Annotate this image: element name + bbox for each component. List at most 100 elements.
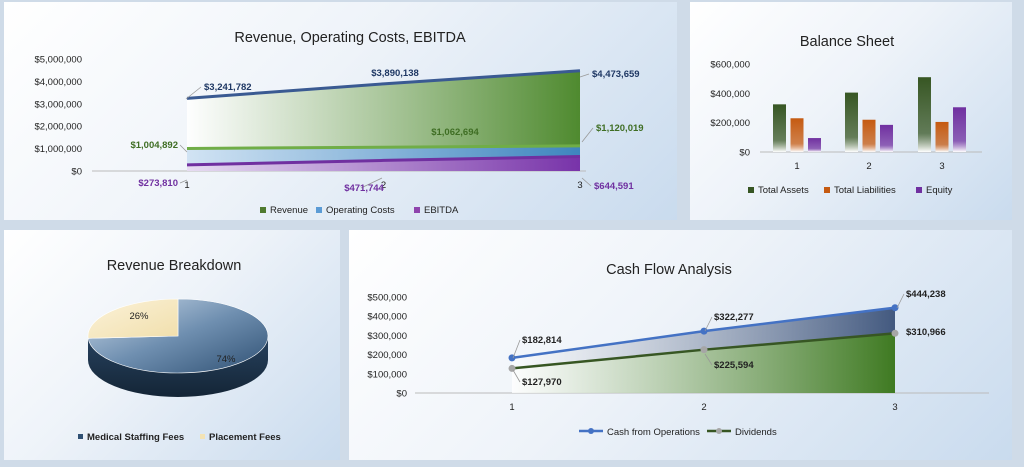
chart-title: Revenue, Operating Costs, EBITDA: [234, 30, 466, 46]
legend-label: Equity: [926, 185, 953, 196]
x-tick-label: 1: [794, 161, 799, 172]
x-tick-label: 3: [939, 161, 944, 172]
x-tick-label: 2: [866, 161, 871, 172]
legend-label: Total Liabilities: [834, 185, 896, 196]
data-label: $1,004,892: [130, 140, 178, 151]
bar-total-liabilities: [862, 119, 876, 152]
bar-total-assets: [845, 92, 858, 152]
pie-data-label: 74%: [216, 354, 236, 365]
data-point: [891, 304, 899, 312]
bar-equity: [808, 138, 821, 152]
legend-label: Placement Fees: [209, 432, 281, 443]
leader-line: [179, 179, 188, 184]
legend-swatch: [78, 434, 83, 439]
x-tick-label: 3: [577, 180, 582, 191]
data-label: $4,473,659: [592, 69, 640, 80]
y-tick-label: $0: [396, 389, 407, 400]
leader-line: [579, 73, 590, 78]
y-tick-label: $200,000: [367, 350, 407, 361]
revenue-breakdown-chart: Revenue Breakdown 74% 26% Medical Staffing …: [78, 258, 281, 443]
legend-label: Medical Staffing Fees: [87, 432, 184, 443]
data-point: [508, 354, 516, 362]
data-label: $310,966: [906, 327, 946, 338]
leader-line: [896, 293, 905, 309]
legend-swatch: [748, 187, 754, 193]
legend-label: Operating Costs: [326, 205, 395, 216]
data-point: [700, 346, 708, 354]
y-tick-label: $400,000: [367, 312, 407, 323]
leader-line: [185, 86, 202, 100]
x-tick-label: 1: [184, 180, 189, 191]
data-label: $444,238: [906, 289, 946, 300]
data-label: $182,814: [522, 335, 562, 346]
pie-data-label: 26%: [129, 311, 149, 322]
data-label: $322,277: [714, 312, 754, 323]
leader-line: [360, 177, 383, 189]
pie-side-wall: [88, 336, 268, 397]
bar-equity: [880, 124, 893, 152]
leader-line: [581, 127, 594, 143]
data-label: $471,744: [344, 183, 384, 194]
revenue-chart-panel: Revenue, Operating Costs, EBITDA $0 $1,000…: [4, 2, 677, 220]
data-label: $225,594: [714, 360, 754, 371]
balance-sheet-chart: Balance Sheet $0 $200,000 $400,000 $600,000 1…: [710, 34, 982, 196]
x-tick-label: 2: [701, 402, 706, 413]
legend-label: Total Assets: [758, 185, 809, 196]
chart-title: Revenue Breakdown: [107, 258, 242, 274]
data-label: $1,062,694: [431, 127, 479, 138]
data-label: $1,120,019: [596, 123, 644, 134]
y-tick-label: $4,000,000: [34, 77, 82, 88]
bar-total-assets: [918, 77, 931, 152]
cash-ops-area: [512, 307, 895, 369]
legend-marker: [588, 428, 594, 434]
line-revenue: [186, 69, 581, 100]
y-tick-label: $1,000,000: [34, 144, 82, 155]
legend-label: EBITDA: [424, 205, 459, 216]
bar-total-liabilities: [935, 121, 949, 152]
pie-slice-placement-fees: [87, 298, 179, 339]
chart-title: Cash Flow Analysis: [606, 262, 732, 278]
y-tick-label: $0: [739, 148, 750, 159]
leader-line: [512, 339, 521, 359]
data-point: [508, 364, 516, 372]
dividends-area: [512, 333, 895, 393]
cash-flow-chart: Cash Flow Analysis $0 $100,000 $200,000 $300…: [367, 262, 989, 438]
legend-swatch: [316, 207, 322, 213]
x-tick-label: 1: [509, 402, 514, 413]
balance-sheet-panel: Balance Sheet $0 $200,000 $400,000 $600,000 1…: [690, 2, 1012, 220]
data-label: $3,890,138: [371, 68, 419, 79]
leader-line: [704, 316, 713, 332]
bar-total-liabilities: [790, 118, 804, 152]
bar-equity: [953, 107, 966, 152]
legend-swatch: [260, 207, 266, 213]
legend-marker: [716, 428, 722, 434]
revenue-breakdown-panel: Revenue Breakdown 74% 26% Medical Staffing …: [4, 230, 340, 460]
data-point: [891, 329, 899, 337]
y-tick-label: $200,000: [710, 118, 750, 129]
data-label: $273,810: [138, 178, 178, 189]
y-tick-label: $2,000,000: [34, 122, 82, 133]
data-label: $644,591: [594, 181, 634, 192]
y-tick-label: $5,000,000: [34, 55, 82, 66]
legend-swatch: [414, 207, 420, 213]
line-ebitda: [186, 155, 581, 167]
leader-line: [704, 353, 713, 366]
leader-line: [512, 369, 521, 383]
chart-title: Balance Sheet: [800, 34, 894, 50]
legend-label: Dividends: [735, 427, 777, 438]
cash-flow-panel: Cash Flow Analysis $0 $100,000 $200,000 $300…: [349, 230, 1012, 460]
y-tick-label: $0: [71, 167, 82, 178]
leader-line: [581, 177, 592, 187]
x-tick-label: 2: [381, 180, 386, 191]
x-tick-label: 3: [892, 402, 897, 413]
y-tick-label: $3,000,000: [34, 99, 82, 110]
bar-total-assets: [773, 104, 786, 152]
y-tick-label: $100,000: [367, 369, 407, 380]
area-ebitda: [187, 156, 580, 171]
data-label: $3,241,782: [204, 82, 252, 93]
legend-swatch: [824, 187, 830, 193]
y-tick-label: $600,000: [710, 60, 750, 71]
y-tick-label: $500,000: [367, 293, 407, 304]
legend-swatch: [916, 187, 922, 193]
y-tick-label: $300,000: [367, 331, 407, 342]
